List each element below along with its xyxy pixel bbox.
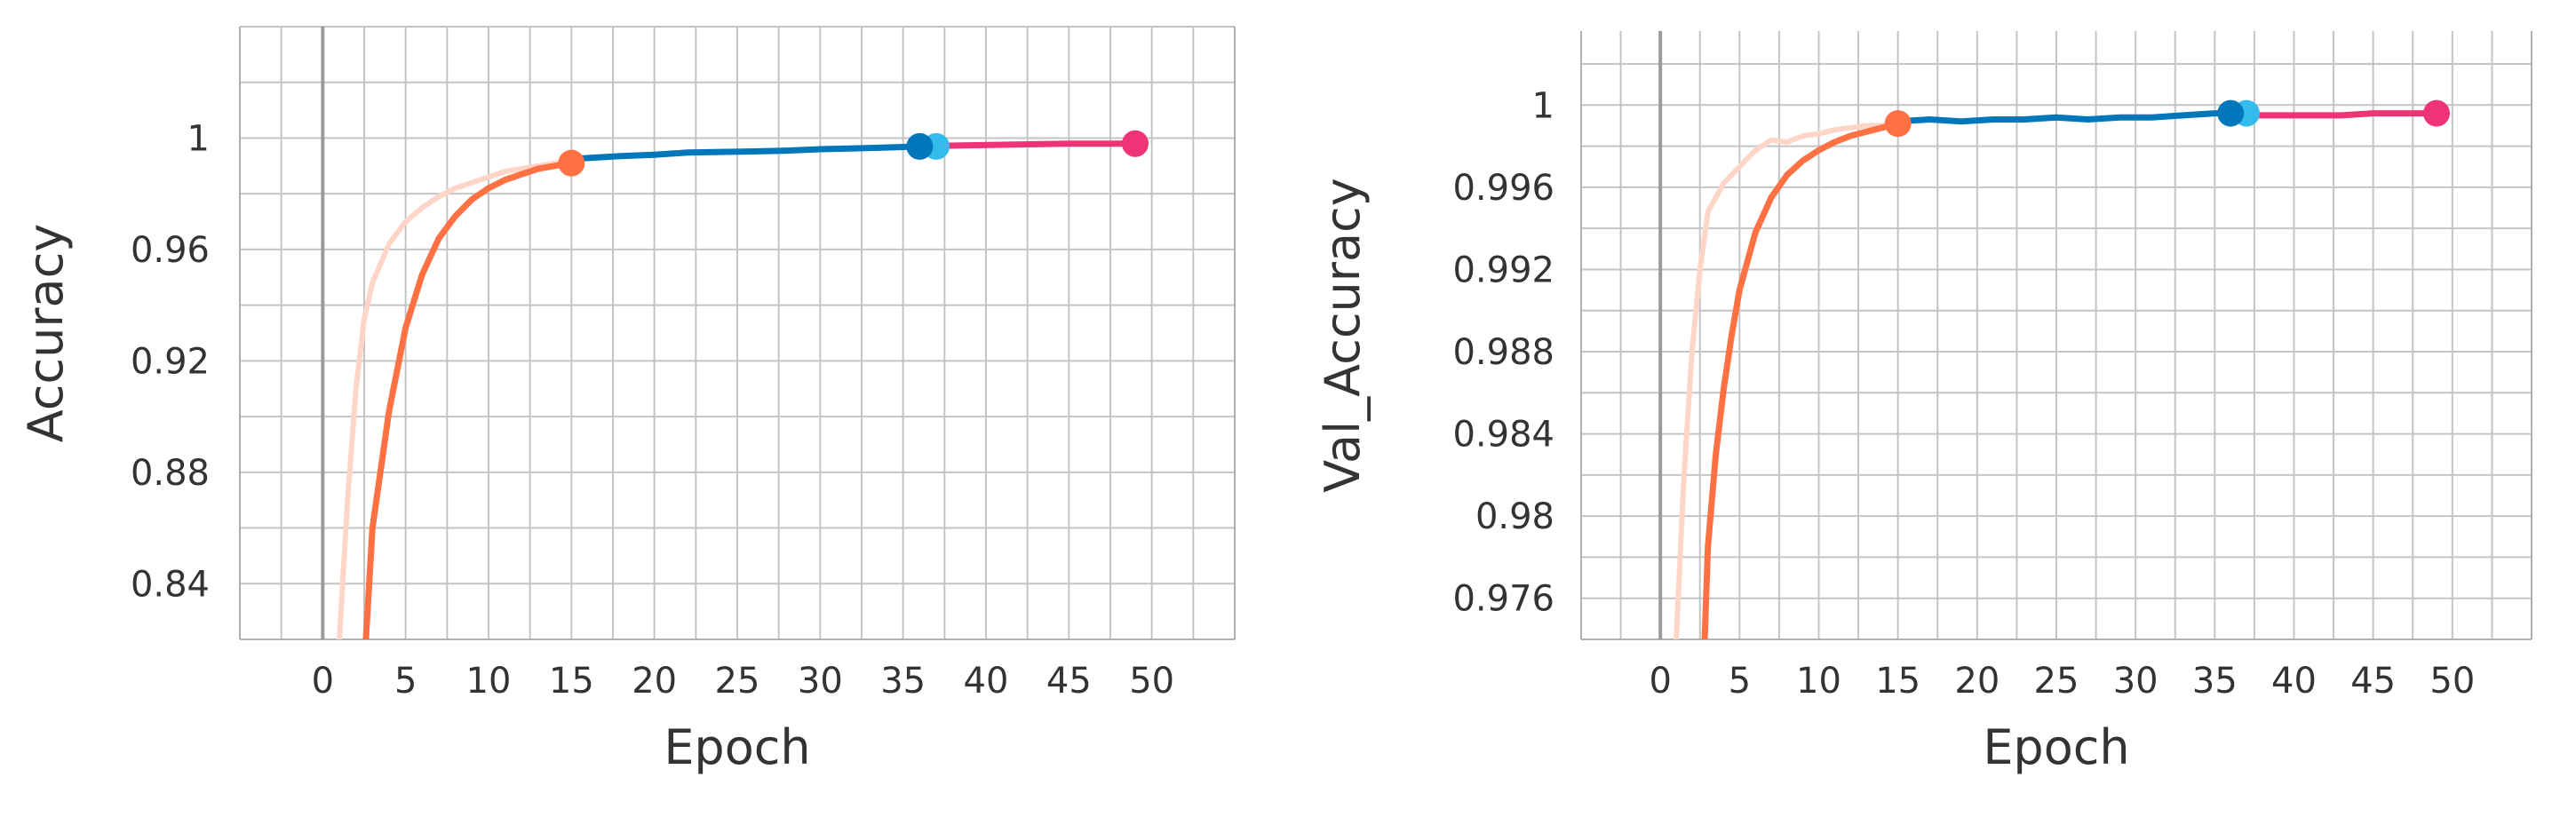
y-tick-label: 1 [1532,85,1554,126]
x-tick-label: 45 [1046,661,1092,702]
y-tick-label: 0.976 [1452,579,1554,620]
y-tick-label: 1 [187,118,210,159]
y-tick-label: 0.996 [1452,168,1554,209]
x-tick-labels: 0 5 10 15 20 25 30 35 40 45 50 [1649,661,2475,702]
x-tick-label: 30 [2113,661,2159,702]
x-tick-label: 0 [1649,661,1671,702]
chart-panel-val-accuracy: 0 5 10 15 20 25 30 35 40 45 50 0.976 0.98 0.984 0.988 0… [1288,0,2576,817]
chart-panel-accuracy: 0 5 10 15 20 25 30 35 40 45 50 0.84 0.88 0.92 0.96 1 Epo… [18,26,1236,775]
point-marker-3 [2423,99,2450,127]
x-tick-label: 15 [549,661,594,702]
point-marker-3 [1122,130,1149,157]
y-tick-label: 0.98 [1475,496,1554,537]
point-marker-0 [558,149,585,177]
series-group [1674,110,2440,639]
x-tick-label: 50 [2429,661,2475,702]
x-axis-title: Epoch [664,719,810,775]
y-tick-label: 0.984 [1452,415,1554,456]
series-line-0 [1674,121,1901,639]
x-tick-label: 0 [312,661,334,702]
val-accuracy-chart: 0 5 10 15 20 25 30 35 40 45 500.9760.980.9840.9880… [1315,31,2532,775]
x-tick-label: 45 [2350,661,2396,702]
x-tick-label: 40 [2271,661,2317,702]
y-tick-labels: 0.976 0.98 0.984 0.988 0.992 0.996 1 [1452,85,1554,619]
x-tick-label: 35 [2192,661,2238,702]
x-tick-label: 10 [1796,661,1841,702]
series-line-2 [1895,110,2234,125]
x-tick-label: 15 [1875,661,1920,702]
series-line-0 [337,160,575,639]
x-tick-label: 25 [2034,661,2079,702]
accuracy-chart: 0 5 10 15 20 25 30 35 40 45 50 0.84 0.88 0.92 0.96 1 Epo… [18,26,1236,775]
x-tick-label: 5 [394,661,417,702]
grid [239,26,1236,640]
x-tick-label: 5 [1729,661,1751,702]
grid [1580,31,2532,640]
series-line-3 [2243,110,2440,119]
x-tick-label: 10 [466,661,512,702]
x-tick-label: 20 [632,661,677,702]
y-tick-label: 0.96 [131,230,210,271]
y-axis-title: Accuracy [18,224,74,443]
x-tick-label: 30 [798,661,843,702]
x-tick-label: 35 [880,661,926,702]
marker-group [1884,99,2450,138]
y-tick-labels: 0.84 0.88 0.92 0.96 1 [131,118,210,605]
series-line-2 [568,143,923,163]
point-marker-2 [2217,99,2245,127]
x-tick-label: 50 [1129,661,1174,702]
y-tick-label: 0.992 [1452,250,1554,290]
x-tick-label: 25 [715,661,760,702]
x-tick-label: 40 [964,661,1009,702]
y-tick-label: 0.84 [131,564,210,605]
marker-group [558,130,1149,177]
y-tick-label: 0.92 [131,341,210,382]
x-tick-label: 20 [1954,661,2000,702]
series-line-1 [362,160,575,639]
series-group [337,140,1139,639]
point-marker-2 [906,132,934,160]
y-axis-title: Val_Accuracy [1315,178,1371,492]
x-axis-title: Epoch [1983,719,2129,775]
x-tick-labels: 0 5 10 15 20 25 30 35 40 45 50 [312,661,1175,702]
y-tick-label: 0.88 [131,453,210,494]
series-line-1 [1701,120,1902,639]
series-line-3 [933,140,1139,149]
y-tick-label: 0.988 [1452,332,1554,373]
point-marker-0 [1884,110,1912,138]
